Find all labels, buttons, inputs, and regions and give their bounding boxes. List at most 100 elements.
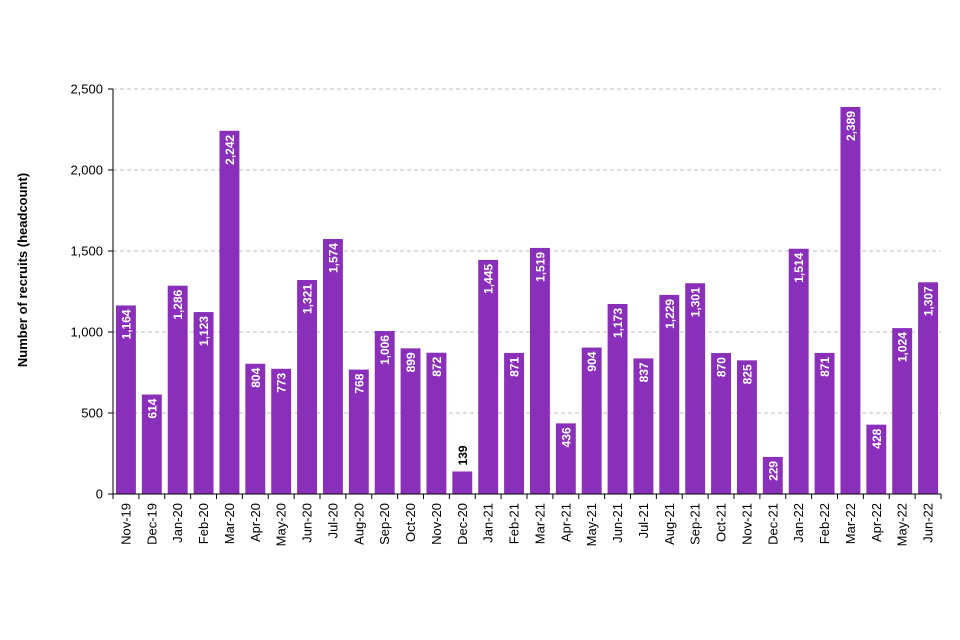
bar bbox=[633, 358, 654, 494]
bar bbox=[814, 352, 835, 494]
x-tick-label: Oct-21 bbox=[714, 503, 729, 542]
bar-value-label: 825 bbox=[740, 364, 754, 384]
x-tick-label: Apr-21 bbox=[558, 503, 573, 542]
bar-value-label: 1,321 bbox=[301, 284, 315, 314]
x-tick-label: Aug-20 bbox=[351, 503, 366, 545]
bar bbox=[581, 347, 602, 494]
bar-value-label: 768 bbox=[352, 373, 366, 393]
y-tick-label: 2,000 bbox=[70, 163, 103, 178]
y-tick-label: 2,500 bbox=[70, 82, 103, 97]
y-tick-label: 1,500 bbox=[70, 244, 103, 259]
bar-value-label: 1,123 bbox=[197, 316, 211, 346]
x-tick-label: Mar-22 bbox=[843, 503, 858, 544]
bar bbox=[788, 248, 809, 494]
x-tick-label: Jun-20 bbox=[300, 503, 315, 543]
bar bbox=[685, 283, 706, 494]
bar bbox=[219, 130, 240, 494]
bar-value-label: 804 bbox=[249, 367, 263, 387]
y-tick-label: 1,000 bbox=[70, 325, 103, 340]
bar-value-label: 1,514 bbox=[792, 252, 806, 282]
bar-value-label: 229 bbox=[766, 461, 780, 481]
bar-value-label: 1,164 bbox=[119, 309, 133, 339]
bar-value-label: 1,307 bbox=[922, 286, 936, 316]
bar bbox=[141, 394, 162, 494]
x-tick-label: Jan-20 bbox=[170, 503, 185, 543]
bars: 1,164 614 1,286 1,123 2,242 804 773 1,321 1,574 7… bbox=[115, 106, 939, 495]
bar-value-label: 1,024 bbox=[896, 332, 910, 362]
x-tick-label: May-21 bbox=[584, 503, 599, 546]
y-tick-label: 500 bbox=[81, 406, 103, 421]
bar-value-label: 899 bbox=[404, 352, 418, 372]
bar-value-label: 1,229 bbox=[663, 299, 677, 329]
bar-value-label: 1,006 bbox=[378, 335, 392, 365]
bar bbox=[866, 424, 887, 494]
x-tick-label: Aug-21 bbox=[662, 503, 677, 545]
x-tick-label: Jan-22 bbox=[791, 503, 806, 543]
bar-value-label: 614 bbox=[145, 398, 159, 418]
x-tick-label: Nov-19 bbox=[118, 503, 133, 545]
bar-value-label: 1,574 bbox=[326, 243, 340, 273]
bar bbox=[245, 363, 266, 494]
bar bbox=[374, 331, 395, 494]
x-tick-label: May-20 bbox=[274, 503, 289, 546]
bar-value-label: 1,301 bbox=[689, 287, 703, 317]
x-tick-label: Nov-21 bbox=[739, 503, 754, 545]
x-tick-label: Apr-20 bbox=[248, 503, 263, 542]
bar bbox=[840, 106, 861, 495]
bar bbox=[167, 285, 188, 494]
bar-value-label: 428 bbox=[870, 428, 884, 448]
x-tick-label: Jun-22 bbox=[921, 503, 936, 543]
bar bbox=[478, 259, 499, 494]
x-tick-label: Jul-21 bbox=[636, 503, 651, 538]
x-tick-label: Feb-22 bbox=[817, 503, 832, 544]
bar bbox=[607, 303, 628, 494]
bar-value-label: 904 bbox=[585, 351, 599, 371]
bar-value-label: 871 bbox=[508, 357, 522, 377]
x-tick-label: Mar-21 bbox=[532, 503, 547, 544]
bar bbox=[762, 456, 783, 494]
bar bbox=[426, 352, 447, 494]
bar bbox=[736, 360, 757, 494]
bar-value-label: 870 bbox=[715, 357, 729, 377]
bar bbox=[297, 279, 318, 494]
x-tick-label: Mar-20 bbox=[222, 503, 237, 544]
bar bbox=[322, 239, 343, 494]
bar bbox=[659, 294, 680, 494]
bar bbox=[115, 305, 136, 494]
bar bbox=[711, 353, 732, 494]
x-tick-label: Dec-21 bbox=[765, 503, 780, 545]
x-tick-label: Feb-21 bbox=[507, 503, 522, 544]
bar bbox=[504, 352, 525, 494]
x-tick-label: Apr-22 bbox=[869, 503, 884, 542]
y-axis-title: Number of recruits (headcount) bbox=[15, 173, 30, 367]
x-tick-label: Sep-21 bbox=[688, 503, 703, 545]
x-tick-label: Feb-20 bbox=[196, 503, 211, 544]
bar bbox=[348, 369, 369, 494]
bar-value-label: 837 bbox=[637, 362, 651, 382]
bar-value-label: 1,173 bbox=[611, 308, 625, 338]
x-tick-label: Dec-20 bbox=[455, 503, 470, 545]
bar bbox=[193, 312, 214, 494]
x-tick-label: Oct-20 bbox=[403, 503, 418, 542]
bar-value-label: 139 bbox=[456, 445, 470, 465]
bar bbox=[529, 247, 550, 494]
bar-value-label: 2,389 bbox=[844, 111, 858, 141]
x-tick-label: Jul-20 bbox=[325, 503, 340, 538]
bar-value-label: 1,519 bbox=[533, 252, 547, 282]
axes: 0 500 1,000 1,500 2,000 2,500 Nov-19 Dec-19 Jan-… bbox=[70, 82, 942, 546]
x-tick-label: Dec-19 bbox=[144, 503, 159, 545]
bar-value-label: 2,242 bbox=[223, 134, 237, 164]
bar bbox=[892, 328, 913, 494]
bar-value-label: 773 bbox=[275, 372, 289, 392]
bar bbox=[400, 348, 421, 494]
x-tick-label: May-22 bbox=[895, 503, 910, 546]
x-tick-label: Jun-21 bbox=[610, 503, 625, 543]
x-tick-label: Nov-20 bbox=[429, 503, 444, 545]
bar bbox=[271, 368, 292, 494]
bar-value-label: 872 bbox=[430, 356, 444, 376]
bar-value-label: 1,286 bbox=[171, 289, 185, 319]
bar bbox=[918, 282, 939, 494]
bar bbox=[555, 423, 576, 494]
